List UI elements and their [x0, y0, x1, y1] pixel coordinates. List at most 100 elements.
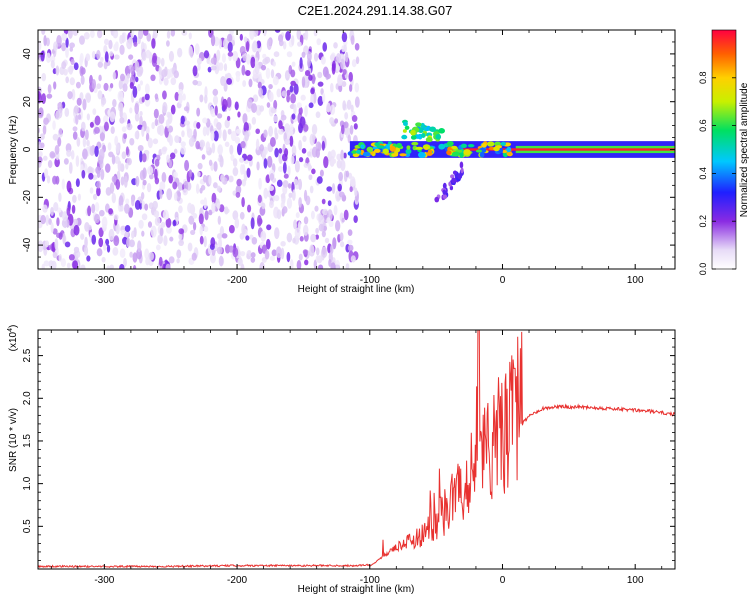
heatmap-cell — [96, 30, 103, 39]
heatmap-cell — [229, 144, 234, 155]
heatmap-cell — [40, 50, 45, 62]
heatmap-cell — [180, 141, 186, 148]
heatmap-cell — [273, 99, 278, 110]
heatmap-cell — [119, 107, 123, 119]
heatmap-cell — [173, 192, 178, 201]
heatmap-cell — [154, 216, 161, 227]
heatmap-cell — [82, 98, 87, 111]
heatmap-cell — [315, 111, 321, 119]
heatmap-cell — [73, 224, 80, 236]
heatmap-cell — [330, 82, 334, 93]
heatmap-cell — [479, 152, 485, 158]
heatmap-cell — [80, 264, 86, 269]
heatmap-cell — [98, 237, 104, 248]
heatmap-cell — [190, 229, 196, 235]
heatmap-cell — [170, 104, 176, 115]
heatmap-cell — [48, 218, 52, 226]
heatmap-cell — [284, 123, 291, 133]
heatmap-cell — [240, 157, 244, 163]
heatmap-cell — [429, 126, 436, 132]
heatmap-cell — [131, 230, 135, 239]
heatmap-cell — [274, 227, 280, 240]
heatmap-cell — [245, 69, 251, 77]
heatmap-cell — [339, 241, 345, 248]
heatmap-cell — [67, 91, 73, 100]
spectrogram-y-tick-label: 40 — [22, 48, 33, 60]
heatmap-cell — [186, 128, 193, 139]
heatmap-cell — [178, 228, 185, 235]
heatmap-cell — [109, 111, 116, 123]
heatmap-cell — [228, 245, 234, 253]
heatmap-cell — [126, 123, 133, 131]
heatmap-cell — [182, 188, 188, 196]
heatmap-cell — [63, 158, 69, 165]
heatmap-cell — [135, 76, 139, 83]
heatmap-cell — [341, 32, 348, 43]
heatmap-cell — [61, 178, 65, 190]
heatmap-cell — [123, 257, 127, 268]
heatmap-cell — [50, 206, 54, 216]
heatmap-cell — [494, 141, 502, 146]
heatmap-cell — [142, 30, 149, 36]
heatmap-cell — [399, 153, 407, 157]
heatmap-cell — [99, 148, 105, 161]
heatmap-cell — [249, 30, 255, 40]
heatmap-cell — [211, 192, 217, 204]
heatmap-cell — [65, 46, 69, 58]
heatmap-cell — [298, 139, 303, 151]
heatmap-cell — [341, 81, 347, 88]
heatmap-cell — [290, 69, 296, 78]
heatmap-cell — [218, 237, 223, 250]
heatmap-cell — [177, 89, 184, 96]
heatmap-cell — [340, 58, 345, 70]
heatmap-cell — [506, 146, 512, 153]
heatmap-cell — [138, 219, 144, 229]
heatmap-cell — [82, 148, 88, 160]
heatmap-cell — [113, 214, 119, 221]
heatmap-cell — [158, 66, 162, 75]
heatmap-cell — [219, 155, 224, 168]
heatmap-cell — [205, 141, 211, 152]
heatmap-cell — [119, 263, 125, 269]
heatmap-cell — [291, 113, 296, 120]
heatmap-cell — [222, 98, 228, 111]
heatmap-cell — [119, 204, 124, 212]
heatmap-cell — [216, 233, 223, 240]
heatmap-cell — [203, 197, 208, 210]
heatmap-cell — [196, 107, 201, 117]
heatmap-cell — [449, 185, 454, 191]
heatmap-cell — [506, 151, 512, 156]
heatmap-cell — [97, 61, 103, 68]
heatmap-cell — [126, 38, 133, 50]
heatmap-cell — [330, 262, 336, 269]
heatmap-cell — [235, 74, 240, 83]
heatmap-cell — [176, 258, 180, 264]
heatmap-cell — [55, 110, 61, 120]
heatmap-cell — [321, 198, 326, 205]
heatmap-cell — [129, 137, 135, 146]
heatmap-cell — [293, 178, 299, 186]
heatmap-cell — [163, 235, 168, 247]
heatmap-cell — [54, 145, 60, 155]
heatmap-cell — [223, 63, 228, 72]
heatmap-cell — [310, 233, 317, 243]
heatmap-cell — [84, 222, 90, 232]
heatmap-cell — [351, 150, 357, 154]
heatmap-cell — [265, 174, 271, 184]
heatmap-cell — [286, 51, 293, 58]
heatmap-cell — [54, 157, 60, 168]
heatmap-cell — [100, 56, 104, 63]
heatmap-cell — [210, 57, 217, 65]
heatmap-cell — [141, 213, 148, 221]
heatmap-cell — [321, 135, 326, 143]
heatmap-cell — [121, 32, 125, 44]
heatmap-cell — [125, 146, 130, 156]
colorbar-ticks: 0.0 0.2 0.4 0.6 0.8 — [698, 72, 736, 275]
heatmap-cell — [69, 77, 75, 86]
heatmap-cell — [339, 232, 344, 242]
heatmap-cell — [114, 135, 119, 147]
heatmap-cell — [321, 246, 328, 258]
heatmap-cell — [139, 80, 144, 86]
heatmap-cell — [63, 68, 68, 76]
spectrogram-heatmap — [38, 30, 675, 269]
